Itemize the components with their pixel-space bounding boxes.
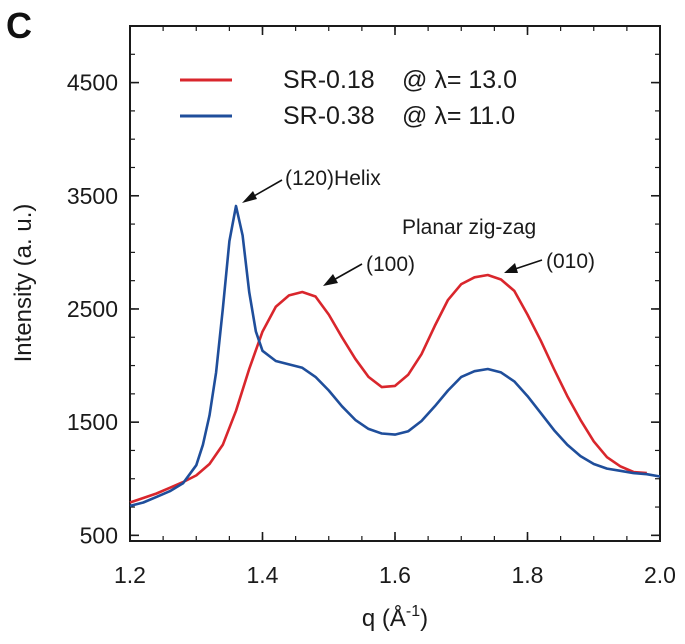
axis-ticks: 1.2 1.4 1.6 1.8 2.0 500 1500 2500 3500 4500 [67,25,676,588]
legend: SR-0.18 @ λ= 13.0 SR-0.38 @ λ= 11.0 [180,66,517,130]
x-axis-title-sup: -1 [406,603,420,620]
annotation-100-arrowhead [323,274,338,286]
x-axis-title-close: ) [420,605,428,632]
panel-label: C [6,5,32,46]
annotation-helix: (120)Helix [285,167,381,190]
y-tick-label: 3500 [67,183,118,209]
y-axis-title: Intensity (a. u.) [10,204,37,363]
x-axis-title: q (Å-1) [362,603,428,632]
annotation-planar: Planar zig-zag [402,216,536,239]
y-tick-label: 500 [80,522,118,548]
series-line-sr-018 [129,273,647,504]
x-axis-title-main: q (Å [362,604,406,632]
y-tick-label: 2500 [67,296,118,322]
legend-label-sr-038: SR-0.38 [283,102,375,130]
x-tick-label: 1.6 [379,562,411,588]
annotations: (120)Helix Planar zig-zag (100) (010) [242,167,595,286]
annotation-010-arrowhead [504,263,518,273]
legend-condition-sr-038: @ λ= 11.0 [402,102,515,130]
y-tick-label: 4500 [67,70,118,96]
series-line-sr-038 [129,204,661,508]
legend-condition-sr-018: @ λ= 13.0 [402,66,517,94]
annotation-010-arrow [511,259,543,271]
annotation-010: (010) [546,250,595,273]
legend-label-sr-018: SR-0.18 [283,66,375,94]
y-tick-label: 1500 [67,409,118,435]
x-tick-label: 1.8 [512,562,544,588]
x-tick-label: 1.2 [114,562,146,588]
annotation-100: (100) [366,253,415,276]
x-tick-label: 2.0 [644,562,676,588]
series-layer [129,204,661,508]
x-tick-label: 1.4 [247,562,279,588]
annotation-helix-arrowhead [242,191,257,203]
